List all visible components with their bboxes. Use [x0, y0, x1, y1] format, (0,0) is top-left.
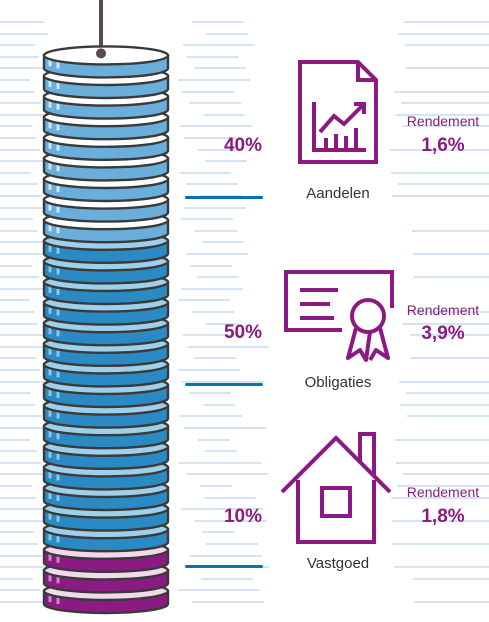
rendement-value-vastgoed: 1,8% [421, 506, 465, 527]
coin-white [42, 45, 170, 79]
rendement-value-aandelen: 1,6% [421, 135, 465, 156]
string-knot [96, 48, 106, 59]
coin-blue [42, 251, 170, 285]
house-icon [280, 432, 392, 544]
indicator-dash [185, 383, 263, 386]
percent-aandelen: 40% [223, 135, 263, 156]
caption-obligaties: Obligaties [304, 374, 372, 391]
certificate-icon [284, 270, 394, 362]
rendement-label-vastgoed: Rendement [406, 484, 480, 500]
caption-vastgoed: Vastgoed [306, 555, 370, 572]
percent-obligaties: 50% [223, 322, 263, 343]
rendement-label-aandelen: Rendement [406, 113, 480, 129]
document-chart-icon [298, 60, 378, 164]
rendement-value-obligaties: 3,9% [421, 323, 465, 344]
rendement-label-obligaties: Rendement [406, 302, 480, 318]
percent-vastgoed: 10% [223, 506, 263, 527]
indicator-dash [185, 565, 263, 568]
caption-aandelen: Aandelen [306, 185, 370, 202]
indicator-dash [185, 196, 263, 199]
